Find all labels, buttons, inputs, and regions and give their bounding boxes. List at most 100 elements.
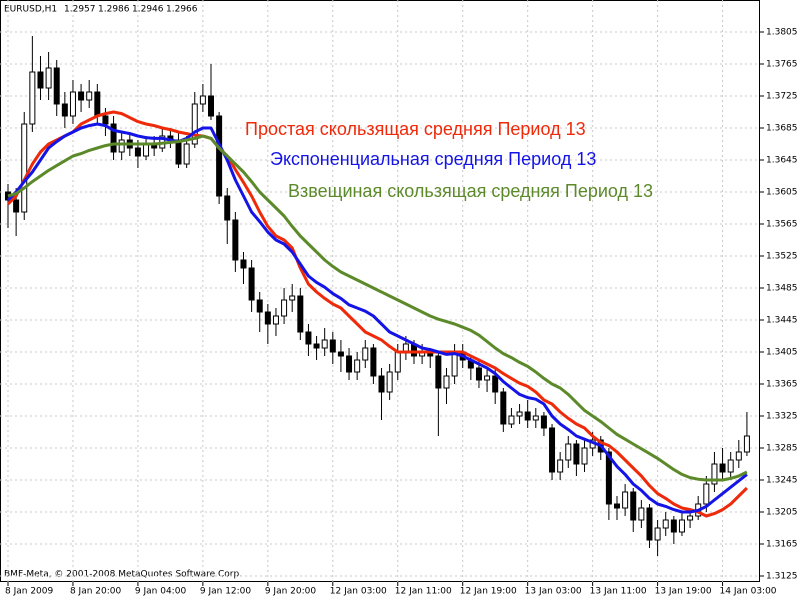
x-tick-label: 9 Jan 12:00	[200, 587, 252, 597]
candle-body	[630, 491, 637, 521]
candle-body	[208, 95, 214, 117]
candle-body	[622, 491, 629, 509]
candle-body	[134, 147, 141, 157]
y-tick-label: 1.3245	[766, 476, 798, 486]
y-tick-label: 1.3285	[766, 444, 798, 454]
candle-body	[102, 115, 109, 125]
candle-body	[346, 355, 353, 373]
candle-body	[264, 311, 271, 325]
candle-body	[662, 519, 669, 529]
candle-body	[37, 71, 44, 89]
y-tick-label: 1.3525	[766, 252, 798, 262]
candle-body	[232, 219, 239, 261]
candle-body	[492, 375, 499, 393]
x-tick-label: 9 Jan 04:00	[135, 587, 187, 597]
candle-body	[199, 95, 206, 105]
candle-body	[654, 527, 661, 541]
y-tick-label: 1.3565	[766, 220, 798, 230]
candle-body	[297, 295, 304, 333]
candle-body	[557, 459, 564, 473]
candle-body	[321, 339, 328, 349]
candle-body	[337, 351, 344, 357]
candle-body	[289, 295, 296, 301]
candle-body	[216, 115, 223, 197]
x-tick-label: 12 Jan 11:00	[395, 587, 452, 597]
y-tick-label: 1.3725	[766, 92, 798, 102]
y-tick-label: 1.3685	[766, 124, 798, 134]
candle-body	[581, 447, 588, 465]
header-quote: 1.2966	[166, 5, 198, 15]
candle-body	[175, 139, 182, 165]
candle-body	[678, 519, 685, 533]
candle-body	[540, 415, 547, 429]
ma-line	[7, 134, 748, 482]
candle-body	[703, 483, 710, 505]
x-tick-label: 12 Jan 19:00	[460, 587, 517, 597]
x-tick-label: 8 Jan 20:00	[70, 587, 122, 597]
candle-body	[248, 267, 255, 301]
candle-body	[573, 443, 580, 465]
candle-body	[378, 375, 385, 393]
candle-body	[86, 91, 93, 101]
ma-line	[6, 110, 748, 518]
ma-label: Простая скользящая средняя Период 13	[245, 119, 586, 139]
candle-body	[110, 123, 117, 153]
candle-body	[711, 463, 718, 485]
y-tick-label: 1.3405	[766, 348, 798, 358]
candle-body	[435, 355, 442, 389]
candle-body	[508, 415, 515, 425]
ma-label: Взвещиная скользящая средняя Период 13	[288, 181, 653, 201]
candle-body	[524, 411, 531, 421]
candle-body	[516, 411, 523, 417]
y-tick-label: 1.3325	[766, 412, 798, 422]
y-tick-label: 1.3605	[766, 188, 798, 198]
candle-body	[183, 143, 190, 165]
footer: BMF-Meta, © 2001-2008 MetaQuotes Softwar…	[4, 570, 242, 580]
candle-body	[69, 91, 76, 117]
ma-line	[6, 122, 748, 514]
candle-body	[565, 443, 572, 461]
candle-body	[94, 91, 101, 117]
x-tick-label: 8 Jan 2009	[5, 587, 53, 597]
candle-body	[143, 143, 150, 157]
candle-body	[362, 347, 369, 361]
x-tick-label: 12 Jan 03:00	[330, 587, 387, 597]
candle-body	[549, 427, 556, 473]
candle-body	[53, 67, 60, 105]
x-tick-label: 13 Jan 03:00	[525, 587, 582, 597]
candle-body	[614, 503, 620, 509]
y-tick-label: 1.3765	[766, 60, 798, 70]
candle-body	[646, 507, 653, 541]
plot-frame	[0, 0, 760, 582]
candle-body	[45, 67, 52, 89]
candle-body	[61, 103, 68, 117]
ma-label: Экспоненциальная средняя Период 13	[270, 149, 596, 169]
y-tick-label: 1.3645	[766, 156, 798, 166]
candle-body	[394, 351, 401, 373]
y-tick-label: 1.3485	[766, 284, 798, 294]
candle-body	[727, 459, 734, 473]
candle-body	[443, 375, 450, 389]
candle-body	[329, 339, 336, 353]
y-tick-label: 1.3205	[766, 508, 798, 518]
x-tick-label: 13 Jan 11:00	[590, 587, 647, 597]
candle-body	[735, 451, 742, 461]
candle-body	[638, 507, 645, 521]
y-tick-label: 1.3165	[766, 540, 798, 550]
candle-body	[370, 347, 377, 377]
candle-body	[256, 299, 263, 313]
candle-body	[605, 451, 612, 505]
candle-body	[532, 415, 539, 421]
candle-body	[191, 103, 198, 145]
candle-body	[305, 331, 312, 345]
candle-body	[13, 199, 20, 213]
x-tick-label: 14 Jan 03:00	[720, 587, 777, 597]
candle-body	[475, 367, 482, 381]
candle-body	[354, 359, 361, 373]
candle-body	[687, 515, 694, 521]
candle-body	[386, 371, 393, 393]
candle-body	[118, 139, 125, 153]
candle-body	[313, 343, 320, 349]
candle-body	[719, 463, 726, 473]
